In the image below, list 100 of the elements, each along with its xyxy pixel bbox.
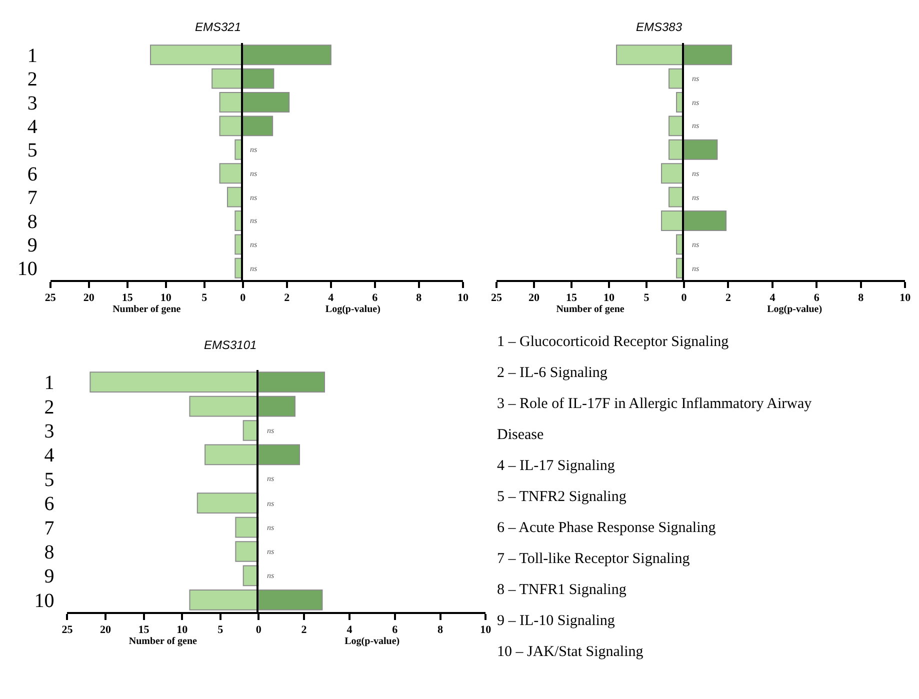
x-tick-label: 20 [528, 292, 540, 304]
text: 8 – TNFR1 Signaling [497, 582, 627, 598]
y-tick-label: 3 [44, 420, 54, 442]
annotation: ns [267, 547, 274, 556]
x-tick-label: 0 [256, 624, 262, 636]
x-axis-title: Log(p-value) [767, 304, 822, 316]
x-tick-label: 5 [218, 624, 224, 636]
text: 6 – Acute Phase Response Signaling [497, 520, 716, 536]
x-axis-title: Number of gene [128, 636, 198, 648]
bar [242, 116, 274, 136]
annotation: ns [250, 145, 258, 154]
bar [242, 92, 290, 112]
x-tick-label: 0 [681, 292, 688, 304]
x-tick-label: 10 [176, 624, 188, 636]
x-tick-label: 4 [770, 292, 776, 304]
annotation: ns [267, 523, 274, 532]
chart-title: EMS383 [636, 20, 682, 34]
x-tick-label: 2 [284, 292, 290, 304]
y-tick-label: 8 [27, 210, 38, 233]
annotation: ns [267, 571, 274, 580]
y-tick-label: 7 [44, 517, 54, 540]
annotation: ns [267, 474, 274, 483]
x-tick-label: 15 [138, 624, 150, 636]
x-tick-label: 25 [62, 624, 74, 636]
text: 4 – IL-17 Signaling [497, 458, 616, 474]
y-tick-label: 5 [27, 140, 38, 162]
bar [219, 163, 243, 184]
x-tick-label: 15 [122, 292, 134, 304]
bar [242, 44, 332, 66]
chart-title: EMS321 [195, 20, 242, 34]
x-tick-label: 0 [240, 292, 246, 304]
x-tick-label: 20 [100, 624, 112, 636]
x-tick-label: 20 [83, 292, 95, 304]
bar [235, 516, 259, 538]
x-tick-label: 10 [604, 292, 616, 304]
y-tick-label: 5 [44, 468, 54, 491]
annotation: ns [267, 426, 274, 435]
bar [684, 44, 732, 66]
x-tick-label: 5 [644, 292, 650, 304]
text: 1 – Glucocorticoid Receptor Signaling [497, 334, 730, 350]
y-tick-label: 10 [17, 258, 38, 280]
annotation: ns [250, 216, 258, 225]
annotation: ns [692, 240, 700, 249]
text: 3 – Role of IL-17F in Allergic Inflammatory Airway Disease [497, 396, 812, 443]
x-axis-title: Log(p-value) [325, 304, 380, 316]
x-tick-label: 10 [480, 624, 492, 636]
bar [235, 541, 259, 562]
text: 10 – JAK/Stat Signaling [497, 644, 644, 660]
x-tick-label: 6 [372, 292, 378, 304]
text: 7 – Toll-like Receptor Signaling [497, 551, 690, 567]
annotation: ns [692, 264, 700, 273]
x-tick-label: 4 [346, 624, 353, 636]
y-tick-label: 4 [44, 444, 54, 467]
bar [684, 139, 718, 160]
annotation: ns [692, 121, 700, 130]
y-tick-label: 2 [44, 396, 54, 418]
x-tick-label: 2 [726, 292, 732, 304]
y-tick-label: 4 [27, 116, 38, 138]
annotation: ns [250, 193, 258, 202]
text: 5 – TNFR2 Signaling [497, 489, 627, 505]
annotation: ns [250, 240, 258, 249]
y-tick-label: 8 [44, 542, 54, 564]
bar [196, 492, 259, 514]
y-tick-label: 1 [27, 44, 38, 67]
x-axis-title: Number of gene [556, 304, 625, 316]
bar [684, 210, 727, 231]
x-tick-label: 8 [416, 292, 422, 304]
x-tick-label: 4 [328, 292, 334, 304]
x-tick-label: 25 [491, 292, 503, 304]
annotation: ns [250, 169, 258, 178]
x-tick-label: 5 [202, 292, 208, 304]
text: 9 – IL-10 Signaling [497, 613, 616, 629]
y-tick-label: 9 [44, 566, 54, 588]
annotation: ns [250, 264, 258, 273]
y-tick-label: 10 [34, 590, 54, 612]
y-tick-label: 9 [27, 234, 38, 256]
x-tick-label: 25 [44, 292, 56, 304]
x-tick-label: 2 [301, 624, 308, 636]
x-tick-label: 8 [438, 624, 444, 636]
x-axis-title: Number of gene [112, 304, 182, 316]
text: 2 – IL-6 Signaling [497, 365, 608, 381]
x-tick-label: 10 [900, 292, 912, 304]
x-tick-label: 15 [566, 292, 578, 304]
x-tick-label: 6 [814, 292, 820, 304]
x-tick-label: 6 [392, 624, 398, 636]
y-tick-label: 6 [27, 163, 38, 186]
x-tick-label: 10 [457, 292, 469, 304]
y-tick-label: 6 [44, 493, 54, 516]
annotation: ns [692, 98, 700, 107]
x-tick-label: 8 [858, 292, 864, 304]
y-tick-label: 3 [27, 92, 38, 114]
y-tick-label: 1 [44, 372, 54, 394]
bar [242, 68, 274, 89]
annotation: ns [692, 193, 700, 202]
x-tick-label: 10 [160, 292, 172, 304]
chart-title: EMS3101 [204, 338, 257, 352]
annotation: ns [692, 74, 700, 83]
y-tick-label: 2 [27, 68, 38, 91]
x-axis-title: Log(p-value) [344, 636, 400, 648]
annotation: ns [692, 169, 700, 178]
